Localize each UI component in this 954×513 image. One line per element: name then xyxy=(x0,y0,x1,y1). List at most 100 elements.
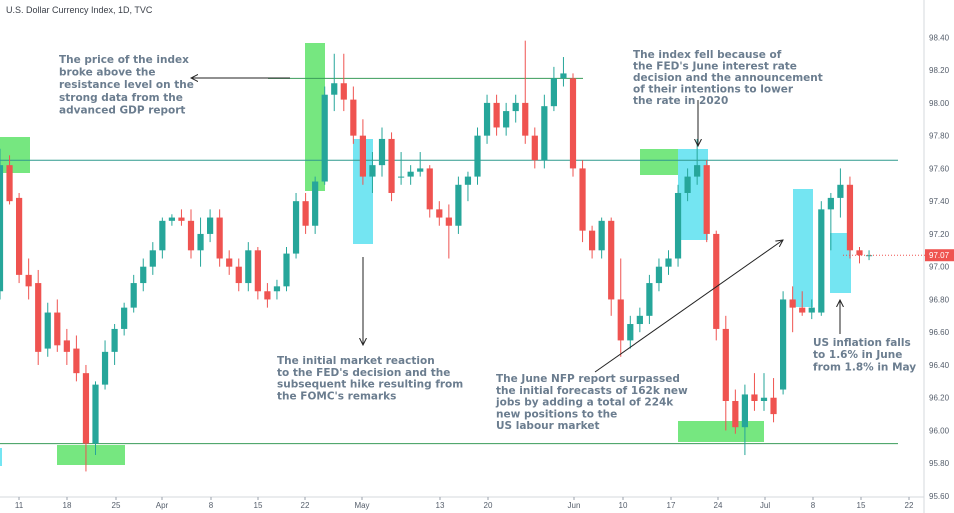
candle xyxy=(751,373,758,411)
y-tick-label: 96.80 xyxy=(929,295,950,304)
annotation-gdp-line: advanced GDP report xyxy=(59,104,185,116)
candle-body xyxy=(741,394,748,428)
candle xyxy=(197,217,204,267)
arrow-nfp xyxy=(594,240,783,373)
candle xyxy=(589,225,596,259)
candle xyxy=(178,209,185,226)
candle-body xyxy=(846,184,854,251)
x-tick-label: Jul xyxy=(760,501,770,510)
candle xyxy=(703,160,710,243)
candle xyxy=(770,378,777,423)
candle xyxy=(780,291,787,395)
candle xyxy=(101,340,109,390)
y-tick-label: 98.00 xyxy=(929,99,950,108)
candle xyxy=(493,94,500,136)
highlight-nfp xyxy=(793,189,813,307)
annotation-inflation-line: from 1.8% in May xyxy=(813,361,916,373)
y-tick-label: 96.60 xyxy=(929,328,950,337)
annotation-inflation-line: to 1.6% in June xyxy=(813,349,902,361)
candle-body xyxy=(550,78,557,107)
candle-body xyxy=(216,217,223,259)
candle xyxy=(818,201,825,316)
candle-body xyxy=(54,312,61,346)
highlight-june-fed xyxy=(678,149,708,240)
candle-body xyxy=(302,201,309,226)
candle xyxy=(264,283,271,308)
candle-body xyxy=(474,135,481,177)
candle xyxy=(159,217,166,259)
annotation-fomc-line: The initial market reaction xyxy=(277,355,435,367)
candle-body xyxy=(426,168,433,210)
candle-body xyxy=(44,312,51,349)
x-tick-label: 17 xyxy=(667,501,676,510)
candle xyxy=(63,328,70,365)
candle-body xyxy=(503,111,510,128)
candle-body xyxy=(560,73,567,79)
x-tick-label: 13 xyxy=(436,501,445,510)
candle-body xyxy=(369,165,376,177)
candle xyxy=(44,302,51,357)
candle xyxy=(378,127,386,177)
candle-body xyxy=(159,220,166,251)
candle xyxy=(111,324,118,365)
level-lines xyxy=(0,77,898,445)
candle xyxy=(665,250,672,275)
annotation-arrows xyxy=(191,78,840,373)
candle xyxy=(35,269,42,365)
candle xyxy=(827,192,834,251)
x-tick-label: 11 xyxy=(15,501,24,510)
candle-body xyxy=(254,250,261,292)
candle-body xyxy=(674,192,682,259)
candle-body xyxy=(483,102,491,136)
x-tick-label: 15 xyxy=(857,501,866,510)
y-tick-label: 97.20 xyxy=(929,230,950,239)
y-tick-label: 97.00 xyxy=(929,263,950,272)
chart-title: U.S. Dollar Currency Index, 1D, TVC xyxy=(6,5,153,15)
x-tick-label: 22 xyxy=(905,501,914,510)
candle-body xyxy=(694,165,701,177)
annotation-nfp: The June NFP report surpassed the initial… xyxy=(495,373,688,432)
candle xyxy=(655,258,663,292)
candle xyxy=(245,242,252,292)
candle xyxy=(856,247,863,264)
candle xyxy=(646,274,653,325)
candle-body xyxy=(455,184,462,226)
candle xyxy=(531,127,538,169)
highlight-june-low xyxy=(678,421,764,442)
candle xyxy=(550,66,557,112)
candle-body xyxy=(264,291,271,300)
candle-body xyxy=(398,176,405,178)
candle-body xyxy=(722,328,729,401)
highlight-left-low xyxy=(57,445,125,465)
candle-body xyxy=(207,217,214,234)
candle-body xyxy=(340,83,347,100)
candle xyxy=(302,192,309,234)
highlight-fomc xyxy=(353,139,373,244)
candle-body xyxy=(569,78,577,169)
candle-body xyxy=(713,233,720,329)
candle xyxy=(216,209,223,267)
x-tick-label: 25 xyxy=(112,501,121,510)
annotation-fed-fall-line: decision and the announcement xyxy=(633,72,823,84)
candle-body xyxy=(149,250,156,267)
highlight-boxes xyxy=(0,43,851,466)
y-tick-label: 96.20 xyxy=(929,394,950,403)
candle-body xyxy=(73,348,80,374)
last-price-tag xyxy=(925,249,954,262)
candle-body xyxy=(407,171,414,177)
candle-body xyxy=(493,102,500,128)
candle-body xyxy=(331,83,338,95)
candle xyxy=(235,258,242,292)
candle-body xyxy=(235,266,242,284)
candle xyxy=(741,384,748,456)
candle-body xyxy=(589,230,596,251)
candle xyxy=(207,209,214,243)
annotation-gdp: The price of the index broke above the res… xyxy=(59,54,194,116)
candle-body xyxy=(608,220,615,300)
annotation-fed-fall: The index fell because of the FED's June … xyxy=(633,49,823,107)
candle-body xyxy=(865,255,873,257)
candle xyxy=(149,242,156,275)
annotation-inflation-line: US inflation falls xyxy=(813,337,911,349)
annotation-fomc: The initial market reaction to the FED's … xyxy=(277,355,463,402)
candle-body xyxy=(636,315,643,325)
